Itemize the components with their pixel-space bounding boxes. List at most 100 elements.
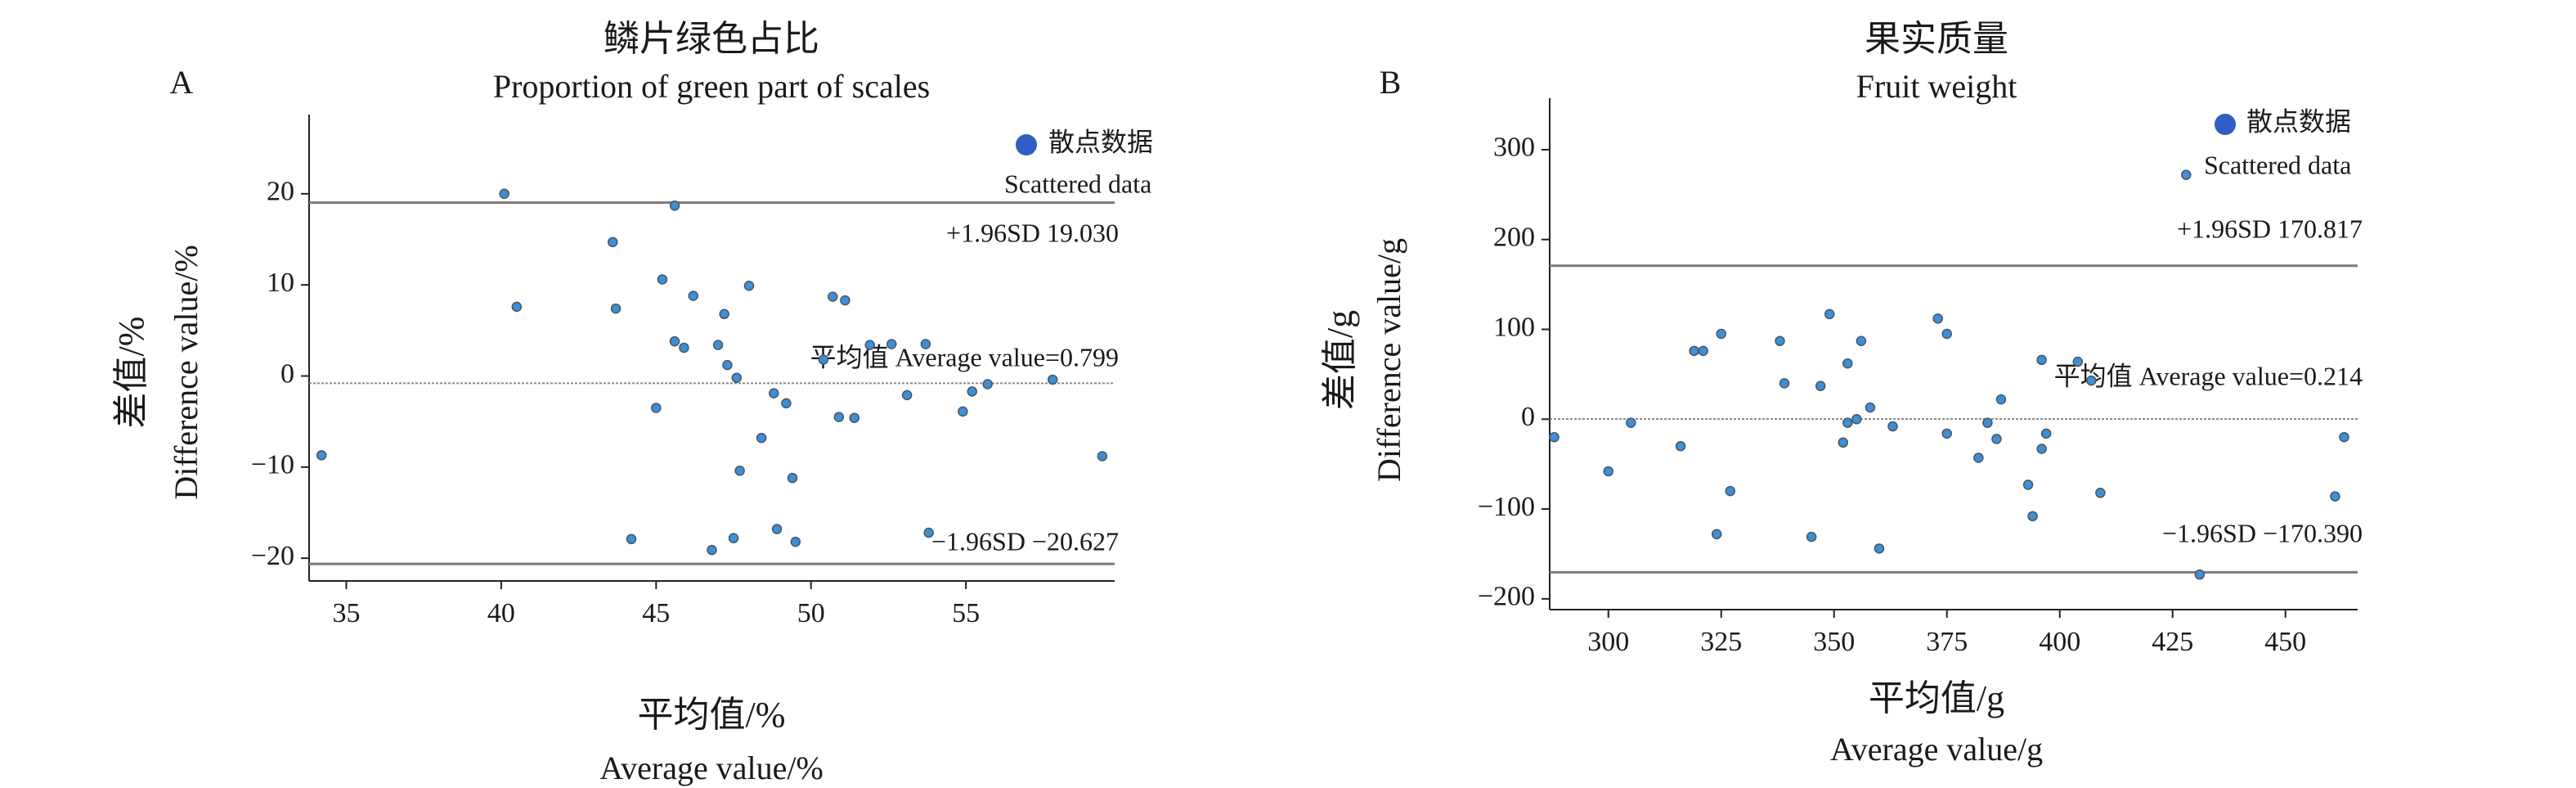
data-point [1941,428,1952,439]
data-point [771,524,783,534]
data-point [722,359,733,371]
data-point [1775,335,1785,347]
chart-panel-b: 果实质量 Fruit weight B 300 325 350 375 400 425 450 30… [1288,0,2576,788]
chart-title-cn: 鳞片绿色占比 [604,19,819,59]
y-axis-label-cn: 差值/% [111,317,151,429]
x-axis-label-cn: 平均值/% [638,695,786,735]
data-point [982,379,993,389]
data-point [1995,394,2007,405]
data-point [1874,543,1885,554]
data-point [651,403,662,413]
data-point [849,412,860,423]
data-point [1549,431,1560,443]
data-point [2040,428,2052,439]
data-point [828,291,838,302]
x-tick-label: 50 [797,598,825,628]
data-point [626,534,637,545]
panel-label: A [170,64,194,101]
data-point [734,466,745,476]
data-point [923,527,934,538]
x-tick-label: 35 [332,598,360,628]
data-point [2095,488,2106,498]
data-point [967,386,977,397]
data-point [2027,511,2038,522]
x-tick-label: 400 [2039,627,2080,657]
legend-label-cn: 散点数据 [1048,127,1153,156]
legend-label-en: Scattered data [1004,169,1151,198]
y-tick-label: −200 [1478,582,1535,612]
data-point [1047,374,1058,385]
data-point [743,281,755,291]
x-tick-label: 425 [2152,627,2193,657]
chart-b-svg: 果实质量 Fruit weight B 300 325 350 375 400 425 450 30… [1320,19,2363,768]
data-point [1851,414,1862,425]
data-point [1675,440,1686,452]
data-point [2022,480,2034,490]
data-point [1865,402,1876,413]
data-point [2339,431,2349,443]
data-point [756,432,767,444]
x-tick-label: 45 [642,598,670,628]
x-tick-label: 350 [1813,627,1855,657]
data-point [790,536,801,547]
data-point [1982,417,1993,428]
data-point [864,340,875,350]
legend-marker [1016,134,1037,155]
data-point [608,236,618,248]
data-point [610,303,622,314]
x-axis-label-en: Average value/% [599,750,824,786]
x-axis-label-en: Average value/g [1830,731,2043,768]
x-tick-label: 55 [952,598,980,628]
data-point [1097,451,1108,462]
data-point [1932,313,1943,324]
chart-title-cn: 果实质量 [1865,19,2008,59]
data-point [2194,569,2206,580]
data-point [657,274,668,285]
reference-label-lower: −1.96SD −170.390 [2162,518,2363,547]
data-point [316,450,327,461]
y-tick-label: 100 [1493,312,1535,342]
chart-subtitle-en: Proportion of green part of scales [493,68,930,105]
reference-label-lower: −1.96SD −20.627 [931,526,1119,556]
data-point [1711,529,1722,540]
data-point [2181,169,2192,180]
reference-label-mean: 平均值 Average value=0.214 [2054,361,2363,390]
data-point [840,295,850,306]
data-point [2086,375,2097,386]
data-point [712,340,724,350]
data-point [787,472,798,484]
data-point [511,301,523,313]
y-tick-label: −20 [251,541,294,571]
data-point [901,389,913,401]
x-tick-label: 450 [2264,627,2306,657]
data-point [1603,466,1614,477]
legend-label-en: Scattered data [2204,150,2351,179]
data-point [719,308,729,320]
data-point [731,372,743,383]
data-point [679,342,689,353]
chart-a-svg: 鳞片绿色占比 Proportion of green part of scales… [111,19,1153,786]
y-tick-label: 20 [267,177,294,207]
x-tick-label: 40 [487,598,515,628]
data-point [728,533,739,543]
data-point [669,200,680,211]
data-point [1824,308,1835,320]
data-point [1842,417,1853,428]
data-point [781,398,792,409]
chart-panel-a: 鳞片绿色占比 Proportion of green part of scales… [111,19,1153,786]
data-point [958,406,968,417]
data-point [669,335,680,347]
reference-label-upper: +1.96SD 170.817 [2177,214,2363,243]
y-axis-label-en: Difference value/% [168,245,204,499]
data-point [886,339,897,349]
y-tick-label: 0 [1521,402,1535,432]
data-point [1698,345,1708,357]
data-point [1842,358,1853,369]
data-point [2330,491,2340,502]
data-point [688,290,699,301]
data-point [1815,380,1826,391]
y-tick-label: 200 [1493,223,1535,253]
y-tick-label: 10 [267,268,294,298]
legend-marker [2215,114,2236,135]
y-axis-label-cn: 差值/g [1320,310,1360,410]
